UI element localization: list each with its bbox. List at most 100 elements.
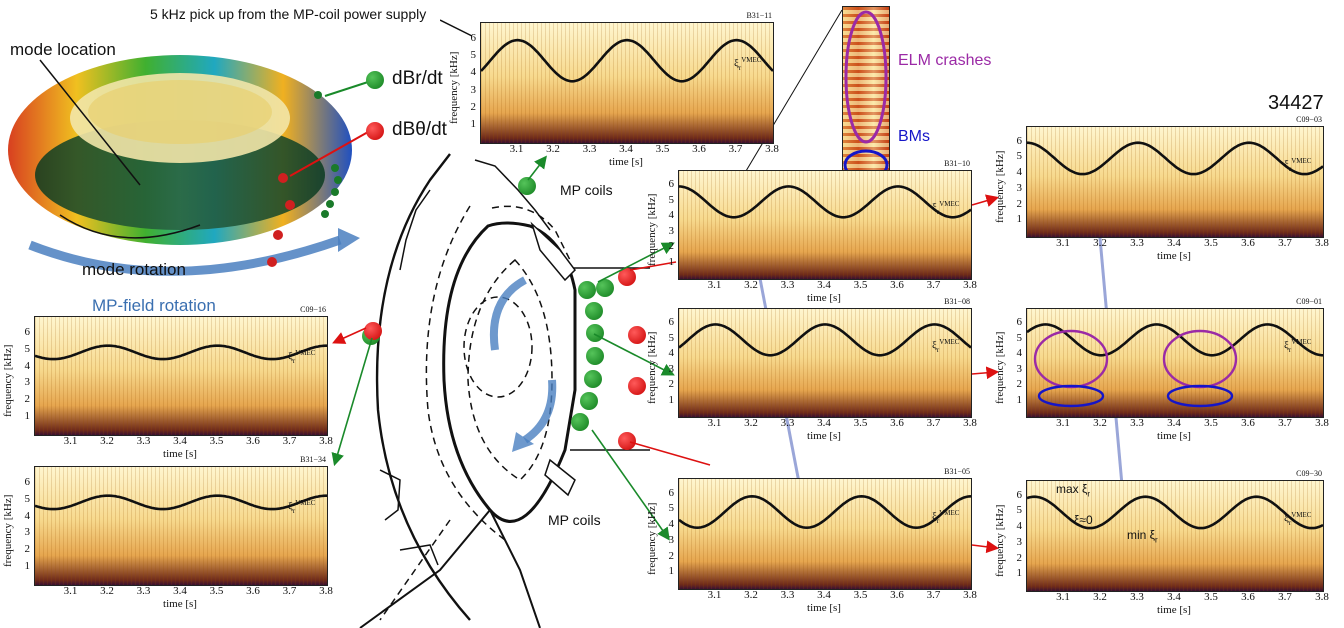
curve-label-symbol: ξ bbox=[734, 57, 739, 70]
inner-flux-surface bbox=[467, 258, 553, 481]
x-tick-label: 3.1 bbox=[1056, 237, 1070, 249]
spectrogram-panel: 1 2 3 4 5 6 3.1 3.2 3.3 3.4 3.5 3.6 3.7 3.8 frequency … bbox=[994, 297, 1330, 446]
y-tick-label: 4 bbox=[24, 509, 31, 522]
x-tick-label: 3.6 bbox=[692, 143, 706, 155]
spectrogram-panel: 1 2 3 4 5 6 3.1 3.2 3.3 3.4 3.5 3.6 3.7 3.8 frequency … bbox=[2, 455, 334, 614]
x-tick-label: 3.1 bbox=[1056, 591, 1070, 603]
vmec-curve bbox=[481, 38, 773, 83]
panel-id: C09−01 bbox=[1296, 297, 1322, 306]
y-tick-label: 4 bbox=[24, 359, 31, 372]
vmec-curve bbox=[679, 323, 971, 357]
spectrogram-plot bbox=[1026, 308, 1324, 418]
x-tick-label: 3.4 bbox=[173, 585, 187, 597]
x-tick-label: 3.3 bbox=[780, 589, 795, 601]
curve-label: ξrVMEC bbox=[288, 499, 315, 515]
curve-label-symbol: ξ bbox=[288, 500, 293, 513]
x-tick-label: 3.2 bbox=[100, 585, 114, 597]
curve-label-symbol: ξ bbox=[1284, 339, 1289, 352]
elm-ellipse bbox=[1162, 329, 1238, 389]
x-tick-label: 3.1 bbox=[63, 435, 78, 447]
curve-label-sup: VMEC bbox=[939, 200, 960, 209]
x-tick-label: 3.4 bbox=[1167, 417, 1181, 429]
x-tick-label: 3.7 bbox=[1278, 417, 1292, 429]
x-tick-label: 3.8 bbox=[963, 589, 977, 601]
y-tick-label: 5 bbox=[1016, 331, 1023, 344]
x-tick-label: 3.3 bbox=[1130, 591, 1144, 603]
elm-crashes-label: ELM crashes bbox=[898, 52, 992, 69]
x-tick-label: 3.8 bbox=[1315, 417, 1329, 429]
mp-field-rotation-label: MP-field rotation bbox=[92, 296, 216, 315]
y-tick-label: 2 bbox=[1016, 378, 1023, 391]
y-axis-label: frequency [kHz] bbox=[646, 331, 658, 404]
curve-label-sup: VMEC bbox=[939, 508, 960, 517]
spectrogram-plot bbox=[678, 478, 972, 590]
x-axis-label: time [s] bbox=[1157, 250, 1191, 262]
y-tick-label: 6 bbox=[1016, 316, 1023, 329]
spectrogram-panel: 1 2 3 4 5 6 3.1 3.2 3.3 3.4 3.5 3.6 3.7 3.8 frequency … bbox=[646, 159, 978, 308]
y-tick-label: 1 bbox=[668, 565, 675, 578]
max-xi-label: max ξr bbox=[1056, 482, 1091, 499]
elm-ellipse bbox=[844, 10, 888, 144]
y-axis-label: frequency [kHz] bbox=[646, 502, 658, 575]
y-tick-label: 6 bbox=[1016, 488, 1023, 501]
x-tick-label: 3.5 bbox=[1204, 417, 1218, 429]
core-flux-surface bbox=[463, 296, 533, 398]
spectrogram-panel: 1 2 3 4 5 6 3.1 3.2 3.3 3.4 3.5 3.6 3.7 3.8 frequency … bbox=[2, 305, 334, 464]
curve-label-sub: r bbox=[936, 208, 940, 217]
panel-id: B31−11 bbox=[746, 11, 772, 20]
x-tick-label: 3.4 bbox=[1167, 591, 1181, 603]
y-tick-label: 2 bbox=[24, 543, 31, 556]
x-tick-label: 3.1 bbox=[1056, 417, 1070, 429]
y-tick-label: 2 bbox=[668, 240, 675, 253]
probe-poloidal bbox=[628, 326, 646, 344]
spectrogram-panel: 1 2 3 4 5 6 3.1 3.2 3.3 3.4 3.5 3.6 3.7 3.8 frequency … bbox=[994, 469, 1330, 620]
y-tick-label: 3 bbox=[668, 362, 675, 375]
x-tick-label: 3.5 bbox=[853, 279, 868, 291]
vmec-curve bbox=[1027, 495, 1323, 530]
x-tick-label: 3.5 bbox=[1204, 591, 1218, 603]
vessel-cross-section bbox=[359, 153, 650, 628]
y-tick-label: 1 bbox=[24, 560, 31, 573]
x-tick-label: 3.2 bbox=[1093, 237, 1107, 249]
radial-legend-pointer bbox=[324, 81, 369, 97]
x-tick-label: 3.8 bbox=[963, 417, 977, 429]
y-tick-label: 2 bbox=[1016, 551, 1023, 564]
y-tick-label: 2 bbox=[668, 378, 675, 391]
pickup-note-pointer bbox=[440, 19, 473, 37]
outer-flux-surface bbox=[425, 205, 506, 541]
vmec-curve bbox=[1027, 141, 1323, 176]
pickup-note: 5 kHz pick up from the MP-coil power sup… bbox=[150, 6, 427, 22]
y-tick-label: 1 bbox=[668, 255, 675, 268]
vmec-curve bbox=[35, 494, 327, 511]
y-tick-label: 2 bbox=[668, 549, 675, 562]
curve-label: ξrVMEC bbox=[288, 349, 315, 365]
bms-label: BMs bbox=[898, 128, 930, 145]
panel-id: B31−34 bbox=[300, 455, 326, 464]
probe-radial bbox=[596, 279, 614, 297]
curve-label-sub: r bbox=[936, 516, 940, 525]
x-axis-label: time [s] bbox=[163, 448, 197, 460]
curve-label: ξrVMEC bbox=[932, 509, 959, 525]
x-axis-label: time [s] bbox=[609, 156, 643, 168]
x-tick-label: 3.8 bbox=[963, 279, 977, 291]
x-tick-label: 3.7 bbox=[1278, 591, 1292, 603]
vessel-wall bbox=[375, 153, 471, 621]
probe-radial bbox=[585, 302, 603, 320]
x-tick-label: 3.7 bbox=[926, 589, 941, 601]
y-tick-label: 5 bbox=[24, 492, 31, 505]
x-tick-label: 3.6 bbox=[246, 435, 260, 447]
torus-graphic bbox=[8, 55, 369, 276]
x-tick-label: 3.8 bbox=[765, 143, 779, 155]
y-axis-label: frequency [kHz] bbox=[2, 494, 14, 567]
x-tick-label: 3.7 bbox=[282, 435, 297, 447]
probe-poloidal bbox=[618, 268, 636, 286]
x-tick-label: 3.8 bbox=[1315, 237, 1329, 249]
x-tick-label: 3.6 bbox=[1241, 417, 1255, 429]
y-axis-label: frequency [kHz] bbox=[994, 331, 1006, 404]
y-tick-label: 5 bbox=[24, 342, 31, 355]
vmec-curve bbox=[35, 344, 327, 361]
x-tick-label: 3.1 bbox=[707, 279, 722, 291]
spectrogram-plot bbox=[1026, 480, 1324, 592]
x-axis-label: time [s] bbox=[807, 430, 841, 442]
x-tick-label: 3.6 bbox=[890, 279, 904, 291]
